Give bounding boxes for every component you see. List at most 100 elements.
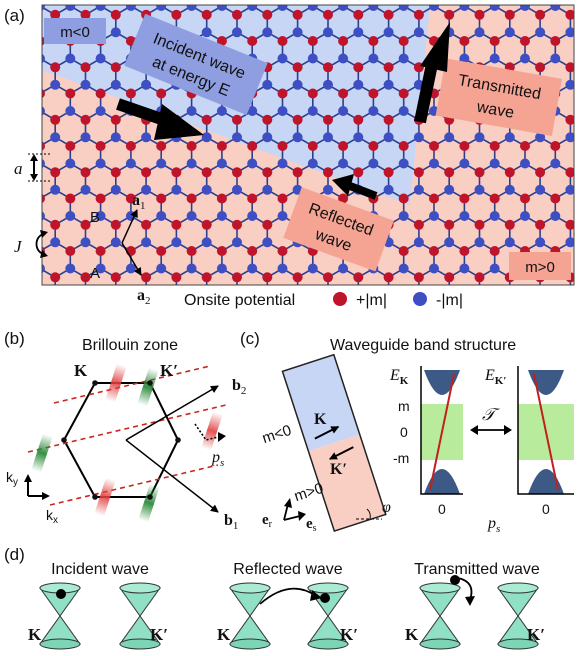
tick-m: m — [398, 398, 410, 414]
site-red — [110, 9, 121, 20]
site-red — [232, 167, 242, 178]
site-blue — [95, 158, 106, 169]
strip-m-neg-label: m<0 — [260, 422, 293, 447]
site-blue — [277, 53, 288, 64]
site-blue — [474, 184, 485, 195]
incident-label-box: Incident wave at energy E — [124, 13, 268, 116]
site-red — [216, 246, 227, 256]
site-blue — [338, 263, 349, 274]
site-red — [504, 9, 515, 20]
site-red — [565, 9, 574, 20]
es-label: es — [306, 516, 317, 534]
site-blue — [110, 79, 121, 90]
site-blue — [565, 27, 574, 38]
site-blue — [504, 27, 515, 38]
site-blue — [42, 158, 45, 169]
reflected-arrow — [332, 174, 378, 200]
site-blue — [232, 27, 242, 38]
d1-Kp-label: K′ — [150, 625, 168, 644]
site-red — [489, 36, 500, 46]
lattice-constant-indicator — [28, 153, 52, 182]
site-blue — [186, 211, 197, 221]
site-blue — [262, 237, 273, 248]
site-red — [186, 193, 197, 204]
site-red — [535, 9, 546, 20]
dirac-cone — [39, 582, 81, 650]
site-red — [156, 141, 167, 151]
site-blue — [186, 263, 197, 274]
site-blue — [50, 290, 60, 300]
site-red — [550, 141, 561, 151]
momentum-lines — [27, 365, 227, 506]
d3-K-label: K — [405, 625, 419, 644]
site-red — [156, 246, 167, 256]
site-red — [398, 246, 409, 256]
site-blue — [110, 237, 121, 248]
site-red — [20, 272, 30, 282]
site-blue — [368, 53, 379, 64]
site-red — [262, 9, 273, 20]
strip-K-label: K — [314, 411, 327, 428]
site-blue — [141, 184, 152, 195]
site-blue — [42, 106, 45, 116]
site-blue — [535, 237, 546, 248]
legend-blue-dot — [413, 292, 427, 306]
site-blue — [20, 185, 30, 195]
site-red — [474, 272, 485, 283]
legend-plus-label: +|m| — [356, 292, 387, 309]
transmitted-label-2: wave — [475, 98, 516, 121]
site-red — [308, 299, 318, 309]
site-blue — [42, 263, 45, 274]
site-red — [277, 36, 288, 46]
sublattice-a-label: A — [90, 265, 100, 282]
site-blue — [535, 27, 546, 38]
site-red — [459, 36, 470, 46]
site-blue — [201, 132, 212, 143]
site-blue — [156, 211, 167, 221]
site-red — [156, 193, 167, 204]
site-blue — [353, 132, 364, 143]
site-red — [42, 36, 45, 46]
site-red — [247, 193, 258, 204]
site-red — [535, 219, 546, 230]
site-blue — [565, 79, 574, 90]
site-blue — [20, 132, 30, 142]
site-red — [307, 141, 318, 151]
site-red — [444, 167, 455, 178]
site-blue — [110, 132, 121, 143]
site-red — [232, 9, 242, 20]
site-red — [292, 272, 303, 283]
site-red — [353, 114, 364, 125]
site-blue — [216, 158, 227, 169]
site-blue — [5, 264, 15, 274]
site-red — [323, 114, 333, 125]
site-red — [413, 167, 424, 178]
site-blue — [232, 132, 242, 143]
site-red — [20, 220, 30, 230]
site-red — [50, 219, 61, 230]
site-blue — [141, 79, 152, 90]
site-red — [565, 167, 574, 178]
site-blue — [171, 290, 181, 300]
site-red — [459, 141, 470, 151]
site-red — [247, 36, 258, 46]
region-plus-box — [509, 252, 571, 280]
site-blue — [232, 237, 242, 248]
site-blue — [42, 211, 45, 221]
site-blue — [307, 106, 318, 116]
strip-m-pos-label: m>0 — [292, 480, 325, 505]
site-blue — [413, 184, 424, 195]
site-blue — [262, 27, 273, 38]
site-blue — [186, 158, 197, 169]
site-blue — [186, 106, 197, 116]
panel-label-a: (a) — [4, 6, 25, 25]
incident-electron — [56, 589, 66, 599]
site-red — [186, 246, 197, 256]
site-red — [429, 141, 439, 151]
site-blue — [20, 290, 30, 300]
d3-Kp-label: K′ — [527, 625, 545, 644]
site-red — [50, 167, 61, 178]
site-red — [383, 167, 394, 178]
site-blue — [201, 237, 212, 248]
phi-label: φ — [382, 499, 391, 516]
